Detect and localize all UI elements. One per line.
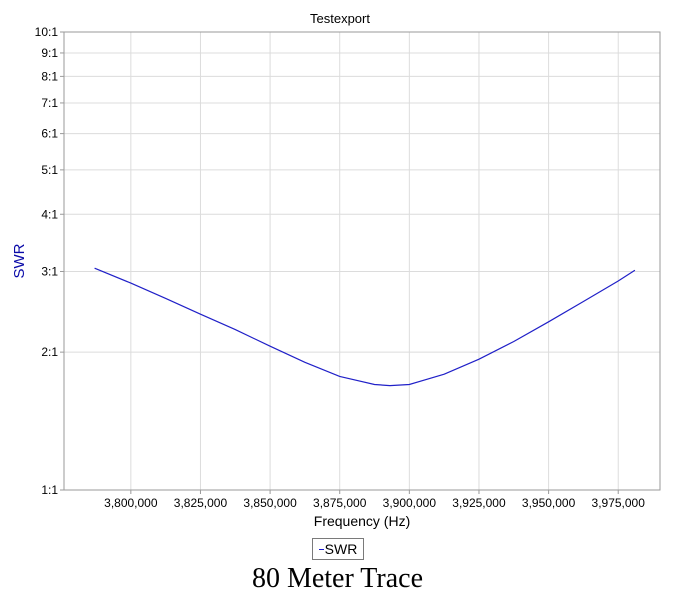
x-tick-label: 3,925,000 [452,496,506,510]
y-tick-label: 3:1 [41,264,58,278]
y-tick-label: 6:1 [41,127,58,141]
series-line-swr [94,267,636,387]
y-axis-label: SWR [11,243,28,278]
y-tick-label: 8:1 [41,69,58,83]
legend: SWR [312,538,364,560]
chart-title: Testexport [310,11,370,26]
figure-caption: 80 Meter Trace [251,563,424,594]
x-tick-label: 3,850,000 [243,496,297,510]
x-tick-label: 3,900,000 [383,496,437,510]
x-axis-label: Frequency (Hz) [314,513,410,529]
y-tick-label: 7:1 [41,96,58,110]
y-tick-label: 4:1 [41,207,58,221]
plot-area [63,31,661,491]
y-tick-label: 2:1 [41,345,58,359]
y-tick-label: 10:1 [35,25,59,39]
x-tick-label: 3,950,000 [522,496,576,510]
swr-chart: Testexport 1:1 2:1 3:1 4:1 5:1 6:1 7:1 8:1 9:1 10… [11,11,661,529]
y-tick-label: 9:1 [41,46,58,60]
x-tick-label: 3,975,000 [592,496,646,510]
x-tick-label: 3,825,000 [174,496,228,510]
y-tick-label: 1:1 [41,483,58,497]
legend-label-swr: SWR [324,541,358,557]
y-tick-label: 5:1 [41,163,58,177]
legend-swatch-swr [318,548,324,550]
x-tick-label: 3,875,000 [313,496,367,510]
x-tick-label: 3,800,000 [104,496,158,510]
